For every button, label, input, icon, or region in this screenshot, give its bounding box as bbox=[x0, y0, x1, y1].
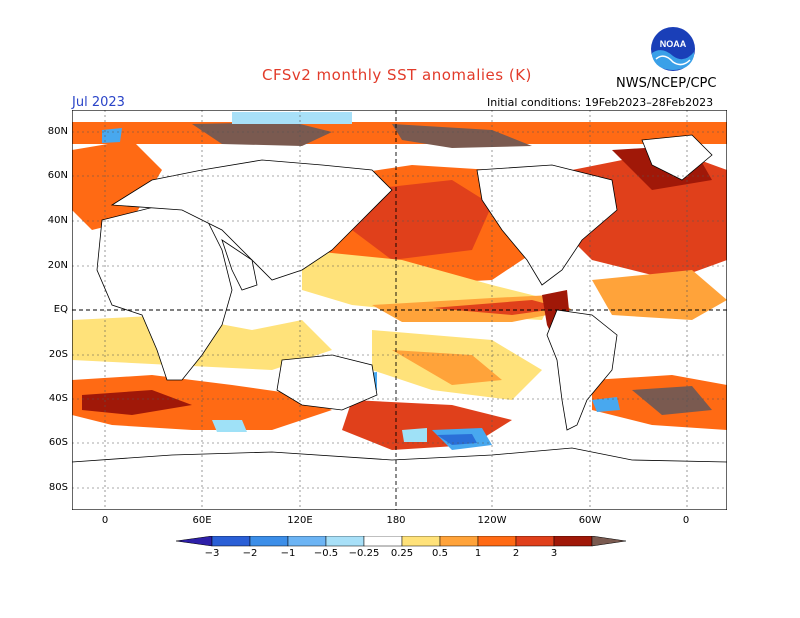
colorbar-segment-11 bbox=[553, 536, 593, 547]
lon-label-120w: 120W bbox=[477, 515, 507, 526]
colorbar bbox=[176, 536, 626, 547]
colorbar-label: 0.5 bbox=[432, 548, 448, 559]
colorbar-label: 0.25 bbox=[390, 548, 414, 559]
forecast-month: Jul 2023 bbox=[72, 95, 125, 110]
colorbar-label: −0.25 bbox=[348, 548, 380, 559]
lat-label-80s: 80S bbox=[48, 482, 68, 493]
lat-label-40n: 40N bbox=[47, 215, 68, 226]
colorbar-segment-4 bbox=[287, 536, 327, 547]
lon-label-0: 0 bbox=[101, 515, 109, 526]
colorbar-segment-3 bbox=[249, 536, 289, 547]
colorbar-label: 3 bbox=[550, 548, 558, 559]
initial-conditions: Initial conditions: 19Feb2023–28Feb2023 bbox=[487, 96, 714, 109]
lon-label-60e: 60E bbox=[192, 515, 212, 526]
lon-label-0-east: 0 bbox=[682, 515, 690, 526]
colorbar-segment-2 bbox=[211, 536, 251, 547]
organization-label: NWS/NCEP/CPC bbox=[616, 76, 717, 91]
colorbar-label: 2 bbox=[512, 548, 520, 559]
colorbar-segment-10 bbox=[515, 536, 555, 547]
reference-lines bbox=[72, 110, 727, 510]
colorbar-segment-1 bbox=[176, 536, 213, 547]
lat-label-60n: 60N bbox=[47, 170, 68, 181]
colorbar-label: −0.5 bbox=[313, 548, 339, 559]
lon-label-60w: 60W bbox=[578, 515, 602, 526]
lat-label-40s: 40S bbox=[48, 393, 68, 404]
lat-label-80n: 80N bbox=[47, 126, 68, 137]
svg-text:NOAA: NOAA bbox=[660, 39, 687, 49]
lat-label-20s: 20S bbox=[48, 349, 68, 360]
colorbar-segment-5 bbox=[325, 536, 365, 547]
colorbar-segment-6 bbox=[363, 536, 403, 547]
lon-label-120e: 120E bbox=[287, 515, 313, 526]
noaa-logo: NOAA bbox=[650, 26, 696, 72]
colorbar-label: −3 bbox=[204, 548, 220, 559]
lon-label-180: 180 bbox=[386, 515, 406, 526]
colorbar-label: 1 bbox=[474, 548, 482, 559]
lat-label-eq: EQ bbox=[53, 304, 68, 315]
colorbar-segment-7 bbox=[401, 536, 441, 547]
sst-anomaly-map bbox=[72, 110, 727, 510]
colorbar-segment-12 bbox=[591, 536, 626, 547]
lat-label-60s: 60S bbox=[48, 437, 68, 448]
colorbar-label: −2 bbox=[242, 548, 258, 559]
continents bbox=[72, 134, 727, 510]
colorbar-segment-9 bbox=[477, 536, 517, 547]
chart-title: CFSv2 monthly SST anomalies (K) bbox=[262, 66, 532, 84]
lat-label-20n: 20N bbox=[47, 260, 68, 271]
colorbar-label: −1 bbox=[280, 548, 296, 559]
colorbar-segment-8 bbox=[439, 536, 479, 547]
